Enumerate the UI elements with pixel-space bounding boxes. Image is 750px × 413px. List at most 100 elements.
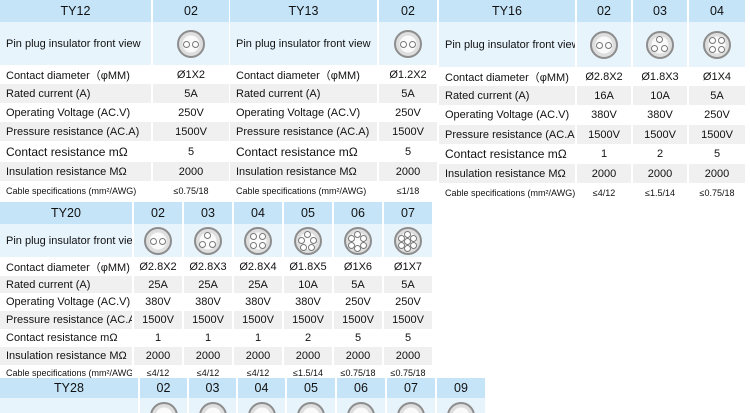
pin-insulator-2-icon bbox=[144, 226, 172, 255]
row-label: Contact diameter（φMM) bbox=[0, 65, 151, 84]
table-row: Cable specifications (mm²/AWG) ≤4/12 ≤1.… bbox=[439, 183, 745, 202]
row-label: Pressure resistance (AC.A) bbox=[230, 122, 377, 141]
value-cell: 25A bbox=[232, 276, 282, 293]
value-cell: ≤0.75/18 bbox=[151, 181, 229, 200]
row-label: Rated current (A) bbox=[439, 86, 575, 105]
row-label: Contact resistance mΩ bbox=[0, 141, 151, 162]
table-ty16: TY16 02 03 04 Pin plug insulator front v… bbox=[439, 0, 745, 202]
row-label: Insulation resistance MΩ bbox=[0, 162, 151, 181]
value-cell: 1 bbox=[575, 144, 631, 164]
row-label: Cable specifications (mm²/AWG) bbox=[0, 365, 132, 380]
value-cell: 2000 bbox=[687, 164, 745, 183]
value-cell: Ø1X4 bbox=[687, 67, 745, 86]
code-cell: 04 bbox=[232, 202, 282, 224]
table-header: TY16 02 03 04 bbox=[439, 0, 745, 22]
table-row: Operating Voltage (AC.V) 250V bbox=[230, 103, 437, 122]
value-cell: 1500V bbox=[631, 125, 687, 144]
table-row: Pressure resistance (AC.A) 1500V bbox=[230, 122, 437, 141]
table-row: Cable specifications (mm²/AWG) ≤4/12 ≤4/… bbox=[0, 365, 432, 380]
pin-icon-cell bbox=[187, 398, 236, 413]
pin-insulator-7-icon bbox=[394, 226, 422, 255]
value-cell: Ø1X7 bbox=[382, 257, 432, 276]
code-cell: 05 bbox=[282, 202, 332, 224]
value-cell: ≤0.75/18 bbox=[687, 183, 745, 202]
row-label: Pin plug insulator front view bbox=[0, 22, 151, 65]
table-row: Contact resistance mΩ 5 bbox=[230, 141, 437, 162]
table-row: Rated current (A) 16A 10A 5A bbox=[439, 86, 745, 105]
table-row: Pressure resistance (AC.A) 1500V 1500V 1… bbox=[439, 125, 745, 144]
table-header: TY28 02 03 04 05 06 07 09 bbox=[0, 378, 485, 398]
value-cell: 2000 bbox=[575, 164, 631, 183]
value-cell: 5 bbox=[382, 329, 432, 347]
value-cell: 16A bbox=[575, 86, 631, 105]
table-row: Operating Voltage (AC.V) 380V 380V 380V … bbox=[0, 293, 432, 311]
row-label: Contact diameter（φMM) bbox=[439, 67, 575, 86]
code-cell: 06 bbox=[335, 378, 385, 398]
value-cell: 2 bbox=[282, 329, 332, 347]
table-header: TY12 02 bbox=[0, 0, 229, 22]
row-label: Pressure resistance (AC.A) bbox=[0, 311, 132, 329]
code-cell: 09 bbox=[435, 378, 485, 398]
pin-insulator-icon bbox=[397, 402, 425, 413]
table-row: Contact diameter（φMM) Ø1.2X2 bbox=[230, 65, 437, 84]
pin-icon-cell bbox=[382, 224, 432, 257]
value-cell: 2000 bbox=[377, 162, 437, 181]
pin-view-row bbox=[0, 398, 485, 413]
table-row: Operating Voltage (AC.V) 250V bbox=[0, 103, 229, 122]
pin-insulator-icon bbox=[347, 402, 375, 413]
table-row: Pressure resistance (AC.A) 1500V bbox=[0, 122, 229, 141]
pin-insulator-6-icon bbox=[344, 226, 372, 255]
value-cell: 1500V bbox=[282, 311, 332, 329]
value-cell: Ø1.8X5 bbox=[282, 257, 332, 276]
value-cell: 5A bbox=[151, 84, 229, 103]
code-cell: 04 bbox=[236, 378, 285, 398]
pin-view-row: Pin plug insulator front view bbox=[230, 22, 437, 65]
value-cell: 2000 bbox=[282, 347, 332, 365]
value-cell: 250V bbox=[377, 103, 437, 122]
code-cell: 03 bbox=[182, 202, 232, 224]
value-cell: 1500V bbox=[132, 311, 182, 329]
value-cell: 1500V bbox=[687, 125, 745, 144]
value-cell: ≤0.75/18 bbox=[332, 365, 382, 380]
value-cell: ≤4/12 bbox=[232, 365, 282, 380]
row-label: Insulation resistance MΩ bbox=[230, 162, 377, 181]
pin-view-row: Pin plug insulator front view bbox=[0, 224, 432, 257]
pin-insulator-icon bbox=[198, 402, 227, 413]
pin-view-row: Pin plug insulator front view bbox=[439, 22, 745, 67]
row-label: Rated current (A) bbox=[0, 84, 151, 103]
value-cell: 1500V bbox=[151, 122, 229, 141]
pin-insulator-2-icon bbox=[590, 30, 618, 59]
row-label: Pressure resistance (AC.A) bbox=[439, 125, 575, 144]
table-row: Operating Voltage (AC.V) 380V 380V 250V bbox=[439, 105, 745, 125]
pin-insulator-4-icon bbox=[244, 226, 272, 255]
pin-icon-cell bbox=[687, 22, 745, 67]
table-row: Rated current (A) 5A bbox=[0, 84, 229, 103]
pin-insulator-icon bbox=[447, 402, 475, 413]
value-cell: 1500V bbox=[182, 311, 232, 329]
table-row: Contact diameter（φMM) Ø2.8X2 Ø1.8X3 Ø1X4 bbox=[439, 67, 745, 86]
value-cell: 250V bbox=[687, 105, 745, 125]
value-cell: 5A bbox=[332, 276, 382, 293]
value-cell: 5A bbox=[377, 84, 437, 103]
row-label bbox=[0, 398, 138, 413]
row-label: Operating Voltage (AC.V) bbox=[439, 105, 575, 125]
value-cell: 1500V bbox=[382, 311, 432, 329]
value-cell: 10A bbox=[631, 86, 687, 105]
table-row: Contact diameter（φMM) Ø2.8X2 Ø2.8X3 Ø2.8… bbox=[0, 257, 432, 276]
row-label: Rated current (A) bbox=[0, 276, 132, 293]
value-cell: 5 bbox=[687, 144, 745, 164]
pin-insulator-3-icon bbox=[646, 30, 674, 59]
value-cell: 2000 bbox=[332, 347, 382, 365]
table-row: Contact diameter（φMM) Ø1X2 bbox=[0, 65, 229, 84]
pin-insulator-3-icon bbox=[194, 226, 222, 255]
row-label: Insulation resistance MΩ bbox=[439, 164, 575, 183]
pin-icon-cell bbox=[335, 398, 385, 413]
value-cell: 2000 bbox=[382, 347, 432, 365]
value-cell: 380V bbox=[631, 105, 687, 125]
row-label: Pressure resistance (AC.A) bbox=[0, 122, 151, 141]
row-label: Insulation resistance MΩ bbox=[0, 347, 132, 365]
pin-icon-cell bbox=[385, 398, 435, 413]
value-cell: 1500V bbox=[232, 311, 282, 329]
value-cell: 2000 bbox=[151, 162, 229, 181]
row-label: Rated current (A) bbox=[230, 84, 377, 103]
